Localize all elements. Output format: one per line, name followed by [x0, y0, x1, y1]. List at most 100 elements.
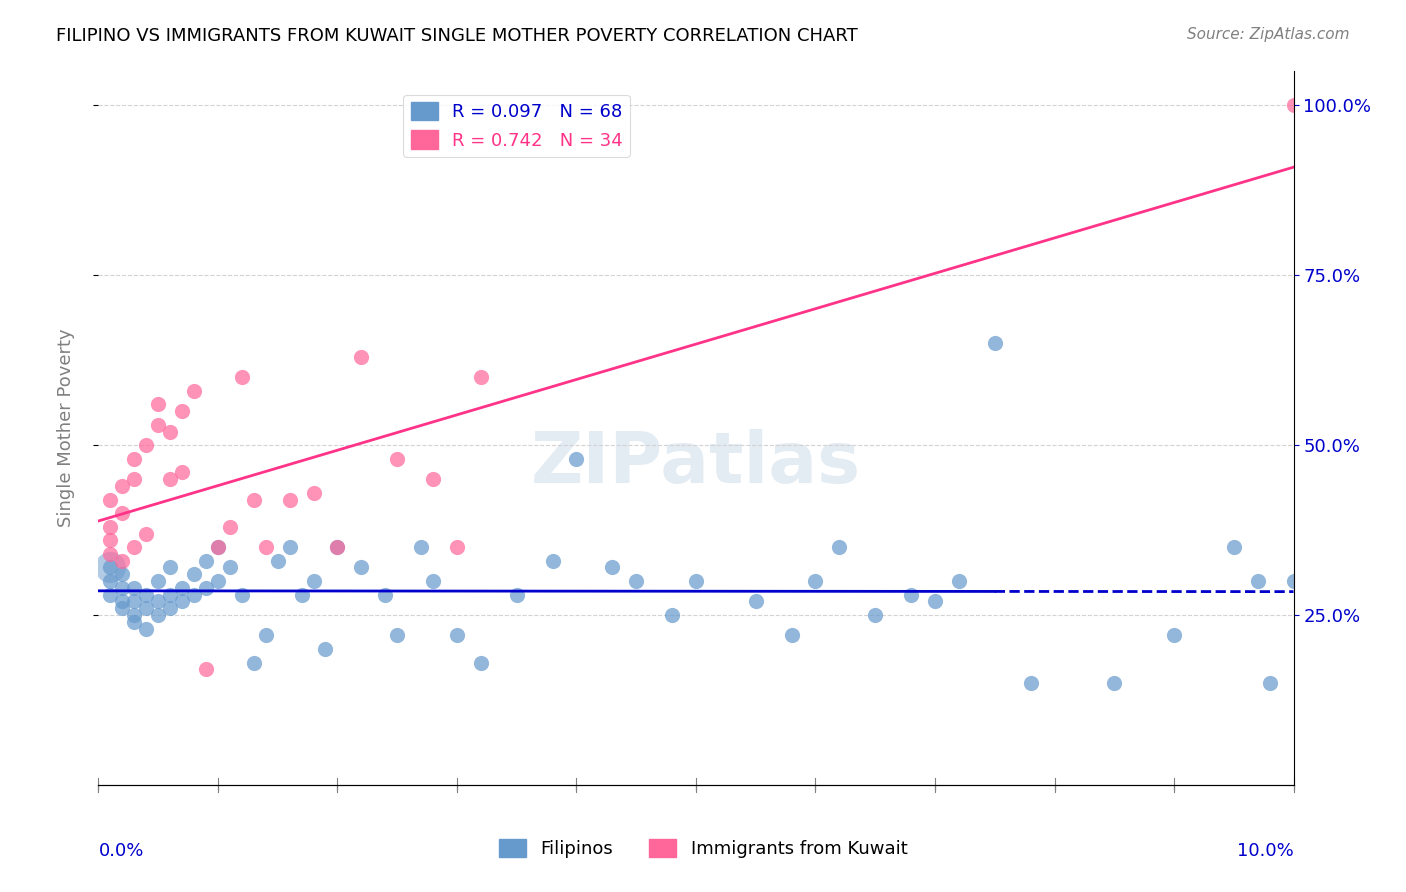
Point	[626, 574, 648, 588]
Point	[1247, 574, 1270, 588]
Point	[267, 554, 290, 568]
Point	[254, 540, 277, 554]
Text: Source: ZipAtlas.com: Source: ZipAtlas.com	[1187, 27, 1350, 42]
Point	[278, 492, 301, 507]
Point	[661, 608, 683, 623]
Point	[135, 601, 157, 615]
Point	[326, 540, 349, 554]
Point	[124, 581, 146, 595]
Point	[98, 547, 122, 561]
Point	[1282, 574, 1305, 588]
Point	[565, 451, 588, 466]
Point	[159, 560, 181, 574]
Point	[135, 438, 157, 452]
Point	[1223, 540, 1246, 554]
Point	[111, 601, 134, 615]
Point	[183, 384, 205, 398]
Point	[900, 588, 922, 602]
Point	[111, 594, 134, 608]
Point	[159, 601, 181, 615]
Point	[231, 588, 253, 602]
Point	[924, 594, 946, 608]
Point	[278, 540, 301, 554]
Point	[124, 594, 146, 608]
Point	[1019, 676, 1042, 690]
Point	[374, 588, 396, 602]
Point	[446, 628, 468, 642]
Point	[302, 574, 325, 588]
Point	[470, 656, 492, 670]
Point	[124, 451, 146, 466]
Point	[111, 506, 134, 520]
Point	[135, 526, 157, 541]
Point	[207, 540, 229, 554]
Point	[470, 370, 492, 384]
Point	[111, 581, 134, 595]
Point	[111, 479, 134, 493]
Point	[124, 540, 146, 554]
Point	[98, 492, 122, 507]
Point	[124, 615, 146, 629]
Point	[124, 608, 146, 623]
Point	[350, 560, 373, 574]
Text: FILIPINO VS IMMIGRANTS FROM KUWAIT SINGLE MOTHER POVERTY CORRELATION CHART: FILIPINO VS IMMIGRANTS FROM KUWAIT SINGL…	[56, 27, 858, 45]
Point	[243, 656, 266, 670]
Point	[183, 567, 205, 582]
Point	[219, 560, 242, 574]
Point	[865, 608, 887, 623]
Point	[98, 533, 122, 548]
Point	[446, 540, 468, 554]
Text: 0.0%: 0.0%	[98, 842, 143, 860]
Point	[254, 628, 277, 642]
Point	[1163, 628, 1185, 642]
Point	[506, 588, 529, 602]
Point	[685, 574, 707, 588]
Point	[207, 540, 229, 554]
Point	[315, 642, 337, 657]
Point	[148, 608, 170, 623]
Point	[98, 560, 122, 574]
Point	[159, 588, 181, 602]
Point	[135, 588, 157, 602]
Point	[98, 588, 122, 602]
Point	[385, 451, 409, 466]
Point	[148, 397, 170, 411]
Point	[172, 404, 194, 418]
Point	[159, 425, 181, 439]
Point	[98, 574, 122, 588]
Text: 10.0%: 10.0%	[1237, 842, 1294, 860]
Point	[159, 472, 181, 486]
Point	[948, 574, 970, 588]
Point	[98, 519, 122, 533]
Point	[195, 554, 218, 568]
Point	[828, 540, 851, 554]
Y-axis label: Single Mother Poverty: Single Mother Poverty	[56, 329, 75, 527]
Point	[350, 350, 373, 364]
Point	[411, 540, 433, 554]
Point	[135, 622, 157, 636]
Legend: Filipinos, Immigrants from Kuwait: Filipinos, Immigrants from Kuwait	[492, 831, 914, 865]
Point	[602, 560, 624, 574]
Point	[422, 472, 444, 486]
Point	[231, 370, 253, 384]
Point	[195, 662, 218, 676]
Point	[1282, 98, 1305, 112]
Point	[385, 628, 409, 642]
Point	[172, 581, 194, 595]
Point	[195, 581, 218, 595]
Point	[291, 588, 314, 602]
Point	[111, 567, 134, 582]
Point	[745, 594, 768, 608]
Point	[541, 554, 564, 568]
Point	[111, 554, 134, 568]
Point	[172, 466, 194, 480]
Point	[326, 540, 349, 554]
Point	[207, 574, 229, 588]
Point	[302, 485, 325, 500]
Point	[780, 628, 803, 642]
Point	[1104, 676, 1126, 690]
Point	[243, 492, 266, 507]
Legend: R = 0.097   N = 68, R = 0.742   N = 34: R = 0.097 N = 68, R = 0.742 N = 34	[404, 95, 630, 157]
Point	[219, 519, 242, 533]
Point	[172, 594, 194, 608]
